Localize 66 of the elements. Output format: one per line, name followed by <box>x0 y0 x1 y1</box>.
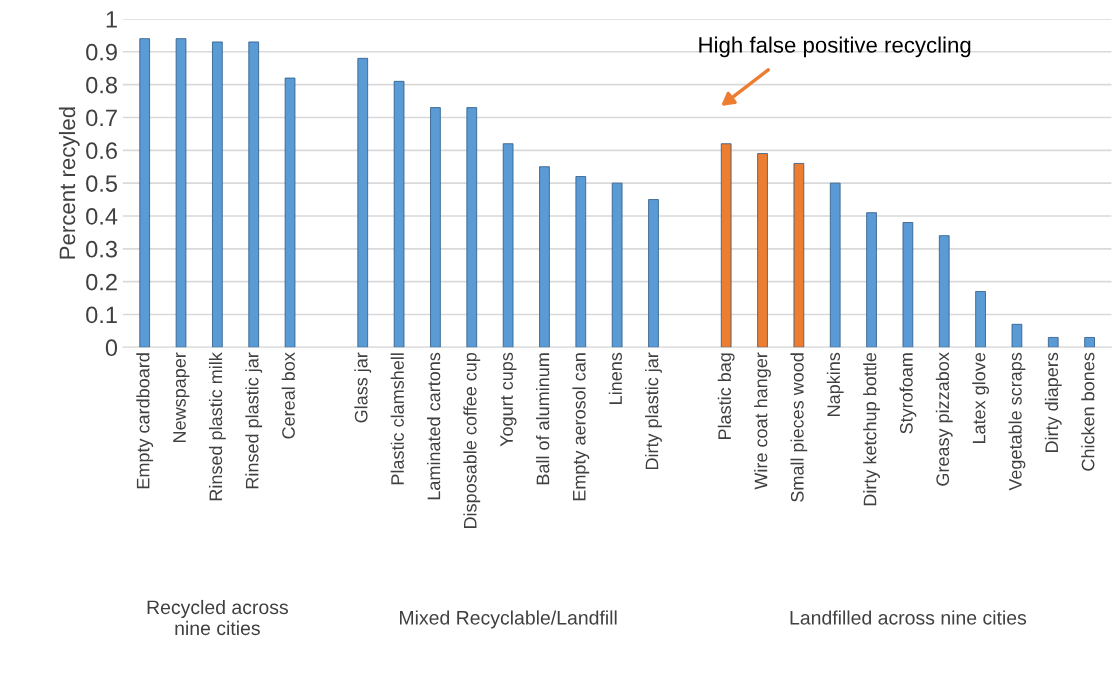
y-tick-label: 0.9 <box>86 43 117 61</box>
bar <box>829 182 841 348</box>
bar <box>902 222 914 348</box>
x-tick-label: Dirty plastic jar <box>645 352 662 470</box>
x-tick-label: Disposable coffee cup <box>463 352 481 529</box>
bar <box>502 143 514 348</box>
bar <box>1084 337 1095 348</box>
x-tick-label: Chicken bones <box>1081 352 1095 471</box>
x-tick-label: Yogurt cups <box>500 352 517 447</box>
bar <box>793 163 805 348</box>
bar <box>539 166 550 348</box>
bar <box>611 182 623 348</box>
x-tick-label: Glass jar <box>354 352 372 423</box>
bar <box>430 107 441 348</box>
y-tick-label: 0.1 <box>86 306 117 324</box>
text: Recycled across nine cities <box>147 599 288 636</box>
bar <box>139 38 150 348</box>
y-tick-label: 0.4 <box>86 208 118 225</box>
y-tick-label: 0.6 <box>86 142 117 160</box>
bar <box>357 57 369 348</box>
x-tick-label: Cereal box <box>281 352 295 439</box>
x-tick-label: Empty cardboard <box>136 353 154 489</box>
x-tick-label: Laminated cartons <box>427 352 441 500</box>
x-tick-label: Greasy pizzabox <box>935 352 953 486</box>
annotation: High false positive recycling <box>699 36 971 58</box>
x-tick-label: Plastic clamshell <box>390 353 404 485</box>
x-tick-label: Vegetable scraps <box>1008 352 1026 491</box>
x-tick-label: Wire coat hanger <box>754 352 771 490</box>
x-tick-label: Napkins <box>826 352 844 416</box>
y-tick-label: 0.2 <box>86 273 117 291</box>
x-tick-label: Styrofoam <box>899 353 917 434</box>
bar <box>866 212 877 348</box>
y-tick-label: 0.5 <box>86 175 118 192</box>
y-tick-label: 0 <box>105 339 118 357</box>
bar <box>648 199 659 348</box>
bar <box>757 153 768 348</box>
x-tick-label: Linens <box>608 352 622 404</box>
x-tick-label: Small pieces wood <box>790 353 808 502</box>
bar <box>720 143 732 348</box>
y-axis-title: Percent recyled <box>58 107 80 259</box>
x-tick-label: Rinsed plastic milk <box>208 352 226 501</box>
bar <box>175 38 187 348</box>
bar <box>466 107 478 348</box>
x-tick-label: Rinsed plastic jar <box>245 352 263 489</box>
x-tick-label: Empty aerosol can <box>572 353 590 501</box>
y-tick-label: 1 <box>106 11 117 28</box>
bar <box>1011 323 1023 348</box>
bar <box>975 291 986 348</box>
bar <box>938 235 950 348</box>
x-tick-label: Plastic bag <box>717 353 735 439</box>
bar <box>393 80 405 348</box>
bar <box>1047 337 1059 348</box>
x-tick-label: Dirty ketchup bottle <box>863 352 880 506</box>
y-tick-label: 0.8 <box>86 76 117 94</box>
text: Landfilled across nine cities <box>790 610 1027 625</box>
y-tick-label: 0.7 <box>86 109 117 127</box>
text: Mixed Recyclable/Landfill <box>400 610 617 629</box>
y-tick-label: 0.3 <box>86 240 117 258</box>
bar <box>575 176 587 348</box>
x-tick-label: Newspaper <box>173 352 190 442</box>
x-tick-label: Latex glove <box>972 352 989 444</box>
x-tick-label: Dirty diapers <box>1044 352 1062 453</box>
bar <box>212 41 223 348</box>
x-tick-label: Ball of aluminum <box>536 353 550 485</box>
bar <box>248 41 260 348</box>
bar <box>284 77 296 348</box>
